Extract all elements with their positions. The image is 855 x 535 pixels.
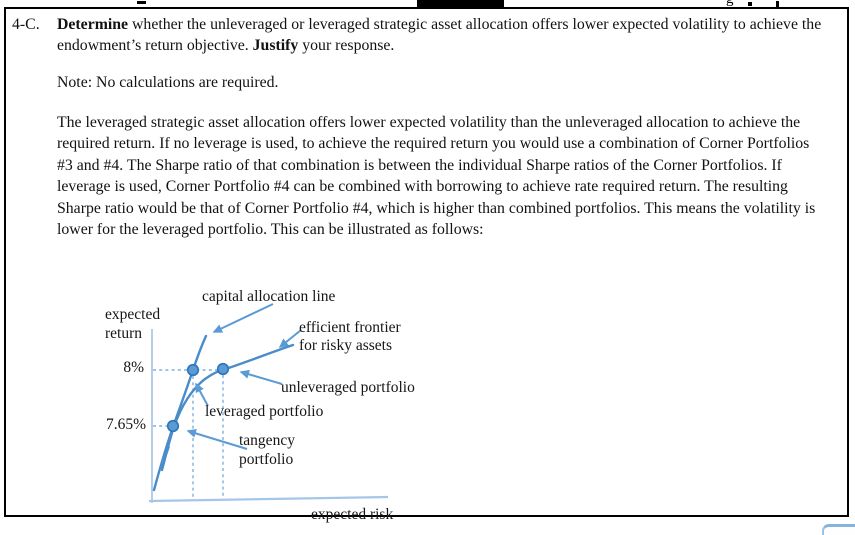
efficient-frontier-curve bbox=[160, 343, 295, 472]
y-tick-8-percent: 8% bbox=[123, 359, 144, 376]
top-edge-redaction-bar bbox=[417, 0, 504, 7]
x-axis-label: expected risk bbox=[311, 506, 394, 523]
top-edge-remnant bbox=[776, 1, 779, 7]
top-edge-glyph-remnant: g bbox=[726, 0, 738, 8]
tangency-portfolio-dot bbox=[166, 419, 180, 433]
top-edge-remnant bbox=[748, 2, 752, 6]
x-axis-line bbox=[148, 495, 389, 503]
tangency-arrow bbox=[186, 429, 248, 450]
capital-allocation-line bbox=[152, 334, 208, 492]
efficient-frontier-label: efficient frontier for risky assets bbox=[299, 319, 401, 354]
answer-box-border bbox=[4, 7, 849, 517]
unleveraged-portfolio-dot bbox=[216, 362, 230, 376]
y-axis-label: expected return bbox=[105, 306, 161, 342]
frontier-arrow bbox=[278, 329, 302, 348]
answer-paragraph: The leveraged strategic asset allocation… bbox=[57, 114, 816, 239]
capital-allocation-line-label: capital allocation line bbox=[202, 288, 336, 305]
leveraged-portfolio-dot bbox=[186, 363, 200, 377]
leveraged-portfolio-label: leveraged portfolio bbox=[205, 403, 324, 420]
leveraged-arrow bbox=[195, 382, 209, 407]
tangency-portfolio-label: tangency portfolio bbox=[239, 432, 295, 468]
top-edge-remnant bbox=[137, 1, 146, 4]
question-bold-justify: Justify bbox=[252, 37, 299, 55]
figure-canvas bbox=[148, 303, 389, 503]
unleveraged-portfolio-label: unleveraged portfolio bbox=[281, 379, 415, 396]
y-tick-7-65-percent: 7.65% bbox=[105, 416, 146, 433]
question-body: whether the unleveraged or leveraged str… bbox=[57, 16, 822, 55]
question-text: Determine whether the unleveraged or lev… bbox=[57, 14, 823, 57]
question-bold-determine: Determine bbox=[57, 16, 129, 33]
note-text: Note: No calculations are required. bbox=[57, 74, 279, 91]
dashed-guides bbox=[153, 369, 224, 500]
unleveraged-arrow bbox=[239, 369, 283, 385]
cal-arrow bbox=[212, 303, 274, 333]
question-number: 4-C. bbox=[12, 16, 40, 33]
question-tail: your response. bbox=[298, 37, 395, 55]
